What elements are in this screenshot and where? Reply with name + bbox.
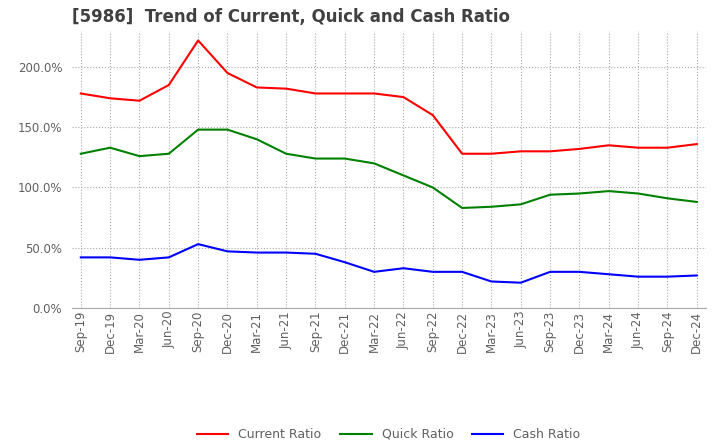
Quick Ratio — [194, 127, 202, 132]
Current Ratio — [341, 91, 349, 96]
Current Ratio — [663, 145, 672, 150]
Current Ratio — [253, 85, 261, 90]
Current Ratio — [164, 82, 173, 88]
Cash Ratio — [663, 274, 672, 279]
Current Ratio — [223, 70, 232, 76]
Cash Ratio — [399, 266, 408, 271]
Cash Ratio — [370, 269, 379, 275]
Current Ratio — [194, 38, 202, 43]
Line: Quick Ratio: Quick Ratio — [81, 130, 697, 208]
Cash Ratio — [282, 250, 290, 255]
Quick Ratio — [546, 192, 554, 198]
Current Ratio — [605, 143, 613, 148]
Quick Ratio — [253, 137, 261, 142]
Current Ratio — [487, 151, 496, 156]
Quick Ratio — [605, 188, 613, 194]
Current Ratio — [76, 91, 85, 96]
Quick Ratio — [693, 199, 701, 205]
Cash Ratio — [634, 274, 642, 279]
Quick Ratio — [106, 145, 114, 150]
Cash Ratio — [458, 269, 467, 275]
Cash Ratio — [106, 255, 114, 260]
Quick Ratio — [76, 151, 85, 156]
Legend: Current Ratio, Quick Ratio, Cash Ratio: Current Ratio, Quick Ratio, Cash Ratio — [192, 423, 585, 440]
Cash Ratio — [135, 257, 144, 262]
Cash Ratio — [516, 280, 525, 285]
Cash Ratio — [693, 273, 701, 278]
Quick Ratio — [487, 204, 496, 209]
Current Ratio — [428, 113, 437, 118]
Current Ratio — [135, 98, 144, 103]
Quick Ratio — [575, 191, 584, 196]
Current Ratio — [458, 151, 467, 156]
Current Ratio — [546, 149, 554, 154]
Quick Ratio — [341, 156, 349, 161]
Current Ratio — [399, 95, 408, 100]
Line: Current Ratio: Current Ratio — [81, 40, 697, 154]
Cash Ratio — [223, 249, 232, 254]
Cash Ratio — [76, 255, 85, 260]
Current Ratio — [516, 149, 525, 154]
Quick Ratio — [370, 161, 379, 166]
Cash Ratio — [605, 271, 613, 277]
Cash Ratio — [546, 269, 554, 275]
Quick Ratio — [634, 191, 642, 196]
Current Ratio — [634, 145, 642, 150]
Cash Ratio — [194, 242, 202, 247]
Current Ratio — [370, 91, 379, 96]
Cash Ratio — [487, 279, 496, 284]
Quick Ratio — [663, 196, 672, 201]
Quick Ratio — [311, 156, 320, 161]
Text: [5986]  Trend of Current, Quick and Cash Ratio: [5986] Trend of Current, Quick and Cash … — [72, 8, 510, 26]
Current Ratio — [106, 95, 114, 101]
Current Ratio — [282, 86, 290, 91]
Cash Ratio — [311, 251, 320, 257]
Cash Ratio — [428, 269, 437, 275]
Current Ratio — [693, 141, 701, 147]
Quick Ratio — [458, 205, 467, 211]
Quick Ratio — [223, 127, 232, 132]
Current Ratio — [311, 91, 320, 96]
Quick Ratio — [164, 151, 173, 156]
Cash Ratio — [341, 260, 349, 265]
Cash Ratio — [164, 255, 173, 260]
Line: Cash Ratio: Cash Ratio — [81, 244, 697, 282]
Cash Ratio — [575, 269, 584, 275]
Quick Ratio — [135, 154, 144, 159]
Quick Ratio — [282, 151, 290, 156]
Quick Ratio — [516, 202, 525, 207]
Current Ratio — [575, 146, 584, 151]
Quick Ratio — [399, 173, 408, 178]
Cash Ratio — [253, 250, 261, 255]
Quick Ratio — [428, 185, 437, 190]
